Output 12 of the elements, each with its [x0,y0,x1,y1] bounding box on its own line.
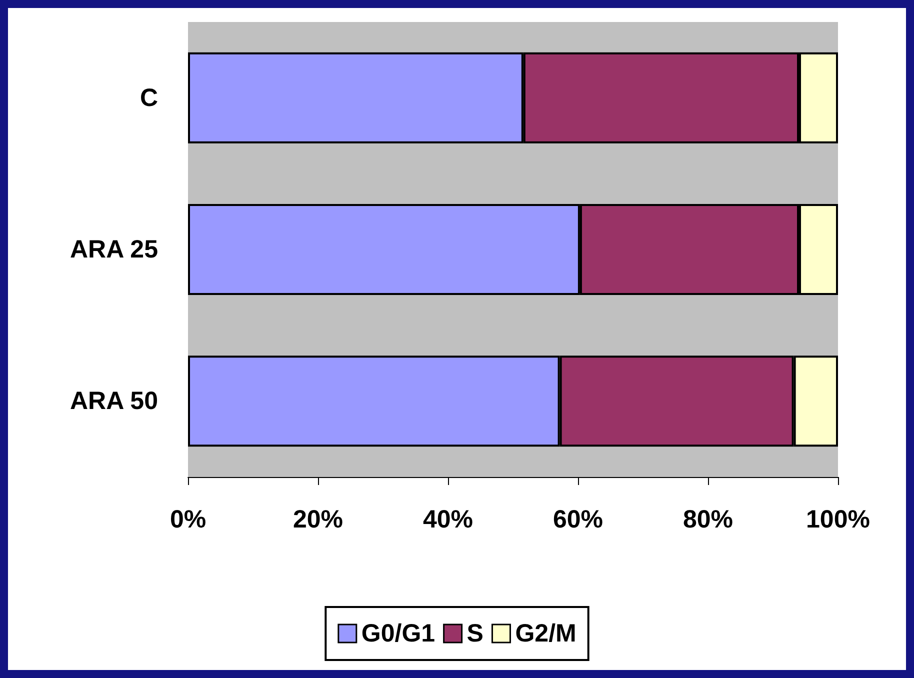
x-tick-label: 40% [422,506,474,534]
x-tick-label: 0% [170,506,206,534]
legend-label: G0/G1 [361,620,436,648]
x-tick-label: 60% [552,506,604,534]
y-tick-label: C [140,84,158,112]
legend-label: G2/M [515,620,576,648]
x-tick-label: 20% [292,506,344,534]
x-tick-label: 80% [682,506,734,534]
x-tick-label: 100% [806,506,870,534]
y-tick-label: ARA 25 [70,236,158,264]
legend-label: S [466,620,484,648]
y-tick-label: ARA 50 [70,387,158,416]
